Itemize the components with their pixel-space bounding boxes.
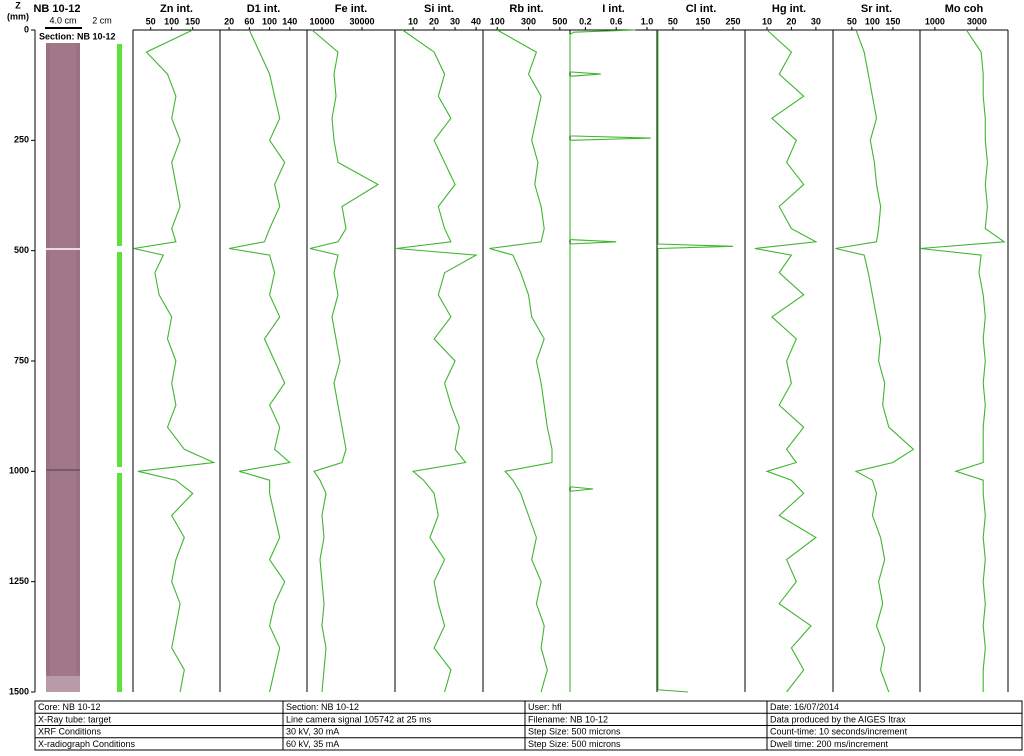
x-tick-label: 250 — [725, 16, 740, 26]
data-line — [920, 29, 1006, 692]
data-line — [569, 29, 651, 692]
table-cell: Line camera signal 105742 at 25 ms — [286, 714, 432, 724]
depth-tick-label: 1000 — [9, 466, 29, 476]
scale-label: 2 cm — [92, 15, 112, 25]
data-line — [133, 29, 216, 693]
x-tick-label: 60 — [244, 16, 254, 26]
table-cell: Step Size: 500 microns — [528, 727, 621, 737]
table-cell: 30 kV, 30 mA — [286, 727, 339, 737]
x-tick-label: 1.0 — [641, 16, 654, 26]
x-tick-label: 30 — [450, 16, 460, 26]
data-line — [754, 29, 818, 693]
depth-tick-label: 250 — [14, 135, 29, 145]
x-tick-label: 140 — [282, 16, 297, 26]
x-tick-label: 150 — [885, 16, 900, 26]
table-cell: Dwell time: 200 ms/increment — [770, 739, 889, 749]
panel-title: Hg int. — [772, 3, 806, 15]
table-cell: Section: NB 10-12 — [286, 702, 359, 712]
core-image-end — [46, 676, 80, 692]
x-tick-label: 500 — [552, 16, 567, 26]
x-tick-label: 10 — [762, 16, 772, 26]
core-title: NB 10-12 — [33, 3, 80, 15]
x-tick-label: 100 — [164, 16, 179, 26]
table-cell: Filename: NB 10-12 — [528, 714, 608, 724]
data-line — [489, 29, 553, 693]
depth-tick-label: 500 — [14, 245, 29, 255]
depth-axis-label: (mm) — [7, 11, 29, 21]
section-bar — [117, 252, 122, 467]
data-line — [657, 30, 734, 693]
info-table: Core: NB 10-12 Section: NB 10-12 User: hfl… — [34, 700, 1023, 751]
x-tick-label: 150 — [695, 16, 710, 26]
depth-tick-label: 1500 — [9, 686, 29, 696]
panel-title: Zn int. — [160, 3, 193, 15]
depth-tick-label: 750 — [14, 355, 29, 365]
x-tick-label: 10000 — [309, 16, 334, 26]
table-cell: X-Ray tube: target — [38, 714, 112, 724]
panel-title: Fe int. — [335, 3, 367, 15]
table-cell: Data produced by the AIGES Itrax — [770, 714, 906, 724]
panel-title: I int. — [602, 3, 625, 15]
x-tick-label: 0.2 — [579, 16, 592, 26]
section-bar — [117, 44, 122, 246]
table-cell: User: hfl — [528, 702, 562, 712]
panel-title: Cl int. — [686, 3, 717, 15]
x-tick-label: 40 — [471, 16, 481, 26]
data-line — [835, 29, 915, 693]
section-label-bg — [38, 30, 133, 43]
panel-title: Si int. — [424, 3, 454, 15]
table-cell: Count-time: 10 seconds/increment — [770, 727, 908, 737]
panel-title: Sr int. — [861, 3, 892, 15]
depth-tick-label: 0 — [24, 24, 29, 34]
x-tick-label: 150 — [185, 16, 200, 26]
table-cell: Core: NB 10-12 — [38, 702, 101, 712]
table-cell: XRF Conditions — [38, 727, 102, 737]
panel-title: D1 int. — [247, 3, 281, 15]
x-tick-label: 300 — [521, 16, 536, 26]
x-tick-label: 100 — [865, 16, 880, 26]
x-tick-label: 10 — [408, 16, 418, 26]
x-tick-label: 1000 — [925, 16, 945, 26]
x-tick-label: 100 — [262, 16, 277, 26]
table-cell: Step Size: 500 microns — [528, 739, 621, 749]
x-tick-label: 20 — [429, 16, 439, 26]
x-tick-label: 3000 — [967, 16, 987, 26]
x-tick-label: 30 — [811, 16, 821, 26]
depth-tick-label: 1250 — [9, 576, 29, 586]
x-tick-label: 0.6 — [610, 16, 623, 26]
depth-axis-label: Z — [15, 0, 21, 10]
scale-label: 4.0 cm — [49, 15, 76, 25]
x-tick-label: 50 — [668, 16, 678, 26]
table-cell: X-radiograph Conditions — [38, 739, 136, 749]
section-label: Section: NB 10-12 — [39, 31, 116, 41]
data-line — [228, 29, 292, 693]
data-line — [396, 29, 478, 693]
core-image-center — [50, 30, 76, 692]
x-tick-label: 20 — [224, 16, 234, 26]
table-cell: Date: 16/07/2014 — [770, 702, 839, 712]
table-cell: 60 kV, 35 mA — [286, 739, 339, 749]
x-tick-label: 30000 — [349, 16, 374, 26]
panel-title: Mo coh — [945, 3, 984, 15]
section-bar — [117, 473, 122, 692]
x-tick-label: 50 — [146, 16, 156, 26]
x-tick-label: 20 — [786, 16, 796, 26]
x-tick-label: 100 — [490, 16, 505, 26]
x-tick-label: 50 — [847, 16, 857, 26]
data-line — [309, 29, 380, 693]
panel-title: Rb int. — [509, 3, 543, 15]
